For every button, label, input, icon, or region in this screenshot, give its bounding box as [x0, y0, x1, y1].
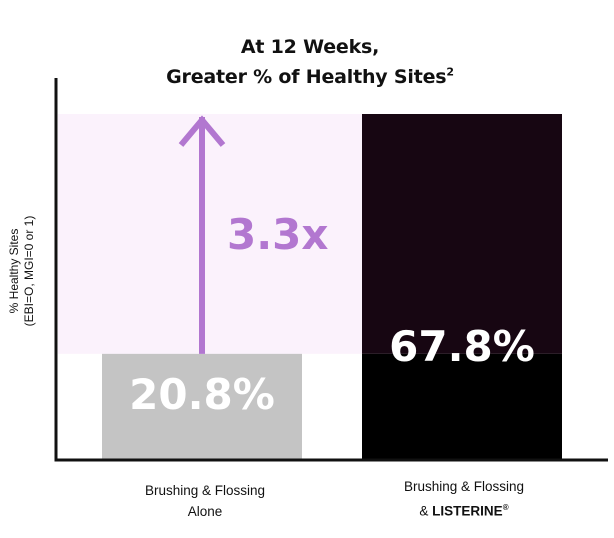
x-tick-label-alone-line1: Brushing & Flossing — [144, 483, 266, 498]
increase-arrow — [178, 115, 226, 354]
bar-value-label-listerine: 67.8% — [389, 322, 535, 371]
registered-mark: ® — [502, 503, 509, 512]
x-tick-label-listerine-prefix: & — [419, 503, 433, 519]
listerine-brand-name: LISTERINE — [432, 503, 503, 519]
x-tick-label-alone-line2: Alone — [187, 504, 223, 519]
chart-title-line2: Greater % of Healthy Sites2 — [140, 62, 480, 92]
bar-brushing-flossing-listerine — [362, 353, 562, 460]
chart-title-line1: At 12 Weeks, — [240, 36, 380, 58]
chart-title-footnote: 2 — [446, 65, 454, 79]
bar-listerine-highlight-segment — [362, 114, 562, 354]
x-tick-label-alone: Brushing & Flossing Alone — [95, 480, 315, 522]
x-tick-label-listerine-line2: & LISTERINE® — [354, 497, 574, 522]
x-tick-label-listerine: Brushing & Flossing & LISTERINE® — [354, 476, 574, 522]
increase-arrow-head — [178, 115, 226, 147]
x-tick-label-listerine-line1: Brushing & Flossing — [403, 479, 525, 494]
bar-value-label-alone: 20.8% — [129, 370, 275, 419]
bar-brushing-flossing-alone — [102, 353, 302, 460]
comparison-highlight-band — [58, 114, 362, 354]
fold-increase-label: 3.3x — [227, 210, 329, 259]
chart-title-text: Greater % of Healthy Sites — [166, 66, 447, 88]
